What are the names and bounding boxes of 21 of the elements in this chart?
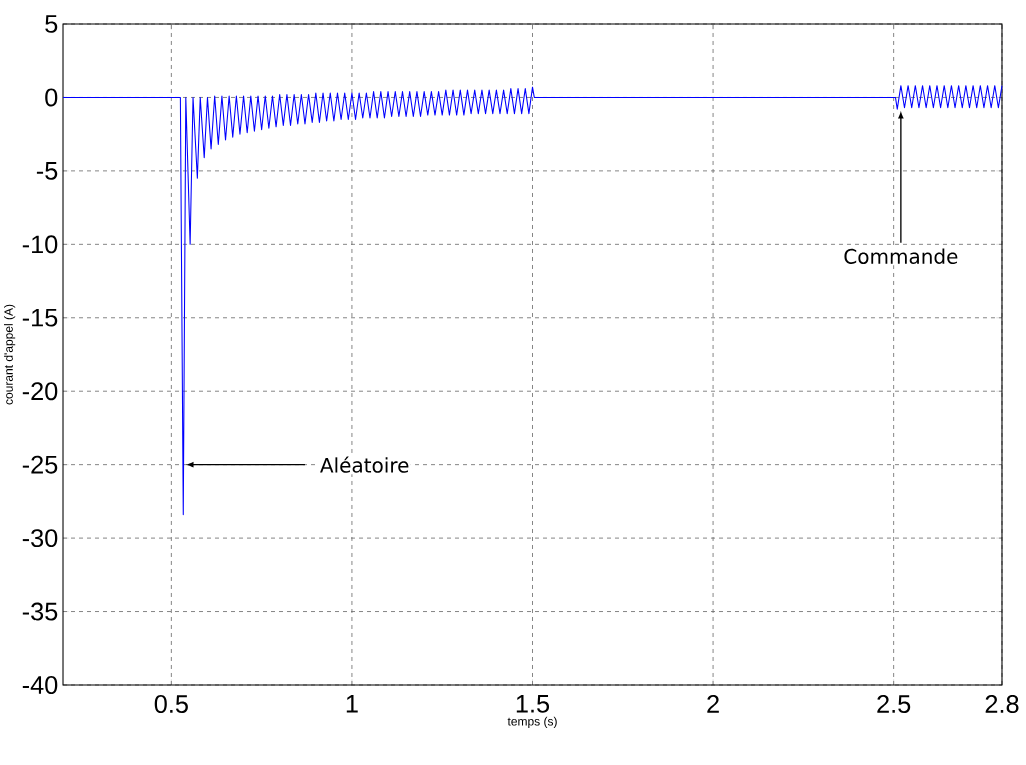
y-tick-label: -35 [22, 602, 58, 621]
y-tick-label: -10 [22, 235, 58, 254]
y-tick-label: 0 [45, 88, 58, 107]
x-tick-label: 2 [707, 695, 719, 713]
y-tick-label: -15 [22, 308, 58, 327]
y-tick-label: -20 [22, 382, 58, 401]
x-tick-label: 1.5 [516, 695, 550, 713]
y-tick-label: -40 [22, 676, 58, 694]
line-series [62, 85, 1003, 516]
y-axis-title: courant d'appel (A) [4, 304, 16, 405]
y-tick-label: -30 [22, 529, 58, 548]
annotation: Commande [844, 248, 958, 264]
x-tick-label: 2.8 [985, 695, 1019, 713]
x-axis-title: temps (s) [507, 716, 557, 728]
x-tick-label: 1 [346, 695, 358, 713]
y-tick-label: 5 [45, 15, 58, 33]
x-tick-label: 2.5 [877, 695, 911, 713]
y-tick-label: -5 [36, 162, 58, 180]
x-tick-label: 0.5 [154, 695, 188, 713]
y-tick-label: -25 [22, 455, 58, 474]
annotation: Aléatoire [320, 456, 409, 473]
